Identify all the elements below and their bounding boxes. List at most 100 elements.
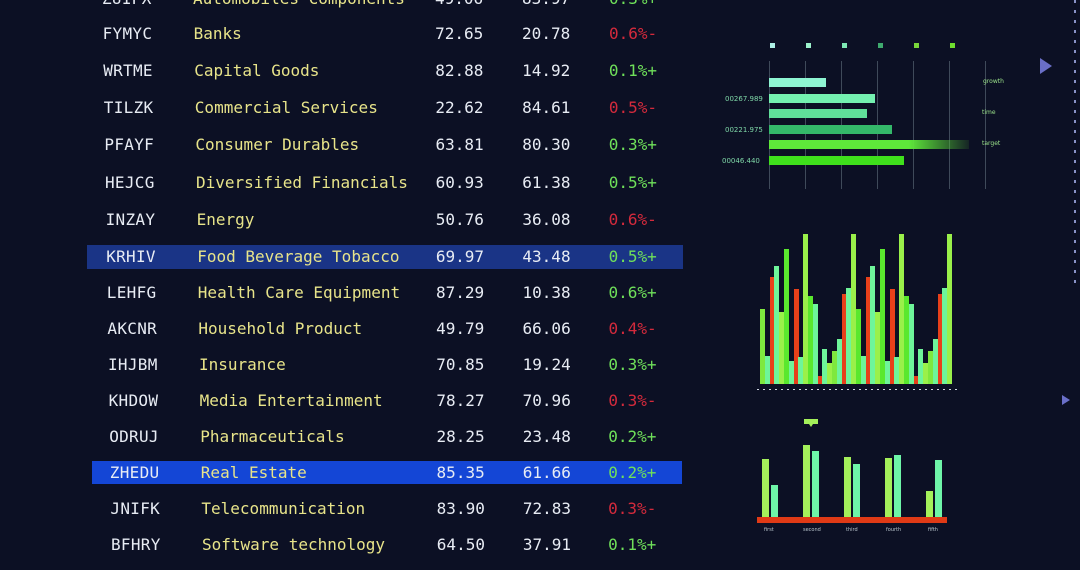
vbar	[928, 351, 933, 384]
category-label: first	[764, 527, 774, 533]
cell-change: 0.6%-	[608, 24, 658, 43]
table-row[interactable]: LEHFG Health Care Equipment 87.29 10.38 0.6%…	[0, 281, 700, 305]
axis-value-label: 00046.440	[722, 157, 760, 165]
cell-name: Insurance	[199, 355, 286, 374]
legend-swatch	[770, 43, 775, 48]
cell-v1: 85.35	[436, 463, 485, 482]
cell-v2: 23.48	[522, 427, 571, 446]
table-row[interactable]: JNIFK Telecommunication 83.90 72.83 0.3%-	[0, 497, 700, 521]
group-bar	[852, 464, 860, 517]
vbar	[942, 288, 948, 384]
vbar	[769, 277, 775, 384]
series-label: time	[982, 109, 996, 116]
cell-ticker: PFAYF	[104, 135, 155, 154]
vbar	[817, 376, 823, 384]
cell-v1: 63.81	[435, 135, 484, 154]
cell-name: Food Beverage Tobacco	[197, 247, 400, 266]
cell-ticker: KRHIV	[106, 247, 156, 266]
legend-swatch	[806, 43, 811, 48]
grid-line	[949, 61, 950, 189]
horizontal-bar-chart: 00267.989 00221.975 00046.440 growth time tar…	[715, 35, 1015, 195]
cell-name: Consumer Durables	[195, 135, 360, 154]
cell-v2: 37.91	[522, 535, 572, 554]
grouped-bar-chart: first second third fourth fifth	[755, 415, 955, 540]
cell-name: Pharmaceuticals	[200, 427, 345, 446]
axis-value-label: 00221.975	[725, 126, 763, 134]
vbar	[913, 376, 919, 384]
table-row[interactable]: KRHIV Food Beverage Tobacco 69.97 43.48 0.5%…	[0, 245, 700, 269]
row-highlight	[87, 245, 683, 269]
vbar	[851, 234, 857, 384]
category-label: second	[803, 527, 821, 533]
cell-v1: 70.85	[436, 355, 485, 374]
vbar	[798, 357, 804, 384]
cell-v1: 83.90	[436, 499, 485, 518]
cell-ticker: LEHFG	[106, 283, 157, 302]
cell-v1: 49.06	[435, 0, 483, 11]
table-row[interactable]: HEJCG Diversified Financials 60.93 61.38 0.5…	[0, 171, 700, 195]
cell-name: Software technology	[202, 535, 386, 554]
cell-change: 0.1%+	[608, 535, 657, 554]
hbar	[769, 109, 867, 118]
hbar	[769, 124, 892, 134]
vbar	[812, 304, 818, 384]
vbar	[894, 357, 900, 384]
cell-name: Commercial Services	[194, 98, 378, 117]
vbar	[918, 349, 924, 384]
cell-change: 0.3%-	[608, 499, 657, 518]
cell-v1: 64.50	[436, 535, 485, 554]
hbar	[769, 78, 826, 87]
table-row[interactable]: ODRUJ Pharmaceuticals 28.25 23.48 0.2%+	[0, 425, 700, 449]
cell-change: 0.5%+	[608, 173, 657, 192]
table-row[interactable]: ZHEDU Real Estate 85.35 61.66 0.2%+	[0, 461, 700, 485]
play-right-icon[interactable]	[1062, 395, 1070, 405]
vbar	[904, 296, 909, 384]
table-row[interactable]: IHJBM Insurance 70.85 19.24 0.3%+	[0, 353, 700, 377]
cell-ticker: ODRUJ	[109, 427, 159, 446]
vbar	[875, 312, 881, 384]
vbar	[808, 296, 813, 384]
vbar	[788, 361, 794, 384]
category-label: third	[846, 527, 858, 533]
vbar	[908, 304, 914, 384]
cell-ticker: ZHEDU	[109, 463, 160, 482]
table-row[interactable]: PFAYF Consumer Durables 63.81 80.30 0.3%+	[0, 133, 700, 157]
vbar	[870, 266, 876, 384]
grid-line	[913, 61, 914, 189]
group-bar	[893, 455, 901, 517]
vbar	[880, 249, 885, 384]
cell-v2: 19.24	[522, 355, 571, 374]
vertical-bar-chart	[757, 232, 957, 392]
table-row[interactable]: BFHRY Software technology 64.50 37.91 0.1%+	[0, 533, 700, 557]
cell-v2: 66.06	[522, 319, 571, 338]
table-row[interactable]: KHDOW Media Entertainment 78.27 70.96 0.3%-	[0, 389, 700, 413]
category-label: fourth	[886, 527, 902, 533]
play-right-icon[interactable]	[1040, 58, 1052, 74]
cell-change: 0.5%+	[608, 247, 657, 266]
cell-ticker: FYMYC	[102, 24, 153, 43]
cell-v1: 72.65	[435, 24, 484, 43]
table-row[interactable]: INZAY Energy 50.76 36.08 0.6%-	[0, 208, 700, 232]
cell-v1: 22.62	[435, 98, 484, 117]
vbar	[774, 266, 780, 384]
table-row[interactable]: ZUIPX Automobiles Components 49.06 83.97 0.3…	[0, 0, 700, 11]
vbar	[856, 309, 861, 384]
baseline-dotted	[757, 389, 957, 390]
vbar	[779, 312, 785, 384]
hbar	[769, 140, 969, 149]
cell-name: Media Entertainment	[199, 391, 383, 410]
cell-v2: 70.96	[522, 391, 571, 410]
series-label: target	[982, 140, 1001, 147]
table-row[interactable]: FYMYC Banks 72.65 20.78 0.6%-	[0, 22, 700, 46]
vbar	[932, 339, 938, 384]
table-row[interactable]: WRTME Capital Goods 82.88 14.92 0.1%+	[0, 59, 700, 83]
table-row[interactable]: TILZK Commercial Services 22.62 84.61 0.5%-	[0, 96, 700, 120]
table-row[interactable]: AKCNR Household Product 49.79 66.06 0.4%-	[0, 317, 700, 341]
cell-ticker: AKCNR	[107, 319, 158, 338]
category-label: fifth	[928, 527, 938, 533]
legend-swatch	[842, 43, 847, 48]
cell-name: Diversified Financials	[196, 173, 408, 192]
cell-v1: 69.97	[435, 247, 484, 266]
cell-change: 0.2%+	[608, 463, 657, 482]
vbar	[899, 234, 905, 384]
